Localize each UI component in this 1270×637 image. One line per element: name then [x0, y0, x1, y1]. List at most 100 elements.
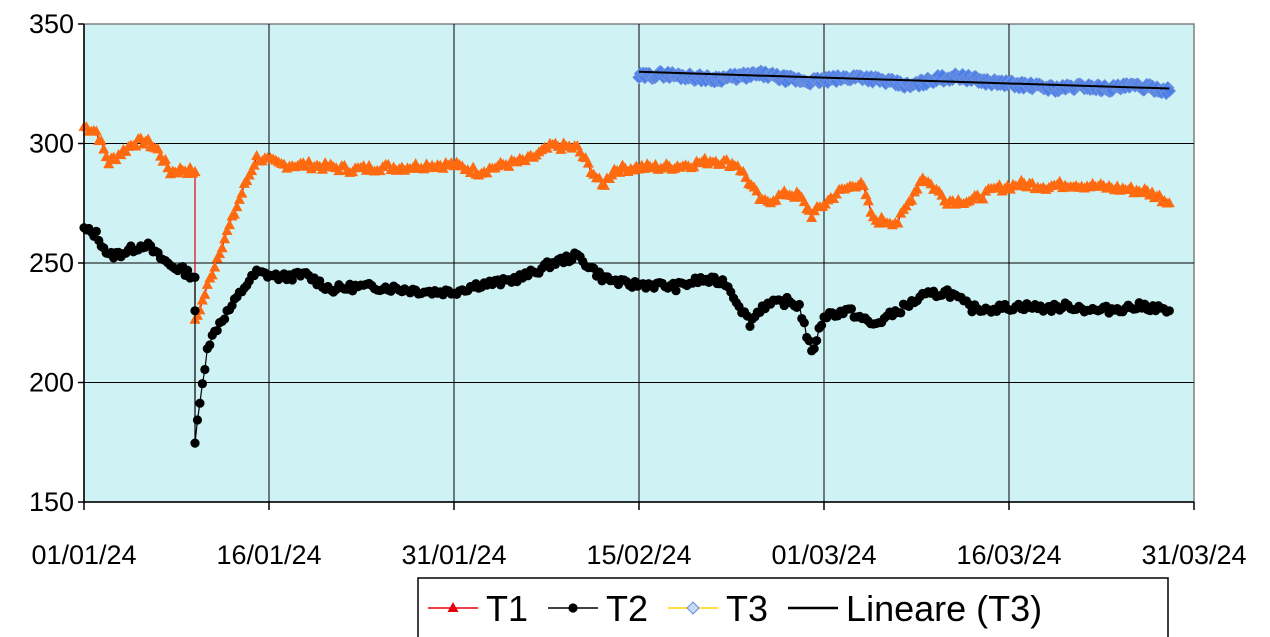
- data-point: [201, 278, 213, 289]
- data-point: [152, 143, 164, 154]
- data-point: [212, 325, 222, 336]
- series-t2: [79, 223, 1174, 448]
- x-tick-label: 01/01/24: [31, 540, 136, 570]
- data-point: [804, 336, 814, 346]
- trendline: [638, 70, 1170, 90]
- data-point: [896, 308, 906, 318]
- data-point: [906, 194, 918, 205]
- data-point: [98, 143, 110, 154]
- legend-item: T3: [668, 588, 768, 629]
- legend-item: Lineare (T3): [788, 588, 1042, 629]
- data-point: [287, 275, 297, 285]
- data-point: [770, 194, 782, 205]
- data-point: [209, 261, 221, 272]
- series-lineare-t3: [638, 70, 1170, 90]
- data-point: [219, 233, 231, 244]
- data-point: [248, 159, 260, 170]
- data-point: [231, 201, 243, 212]
- x-tick-label: 31/01/24: [401, 540, 506, 570]
- data-point: [233, 193, 245, 204]
- y-axis: 150 200 250 300 350: [29, 9, 85, 517]
- data-point: [205, 340, 215, 350]
- data-point: [224, 219, 236, 230]
- data-point: [95, 135, 107, 146]
- data-point: [892, 217, 904, 228]
- legend-label: T3: [726, 588, 768, 629]
- data-point: [197, 379, 207, 389]
- data-point: [216, 242, 228, 253]
- data-point: [190, 306, 200, 316]
- data-point: [303, 155, 315, 166]
- data-point: [103, 158, 115, 169]
- legend-label: Lineare (T3): [846, 588, 1042, 629]
- data-point: [192, 415, 203, 425]
- legend: T1 T2 T3 Lineare (T3): [417, 577, 1169, 637]
- data-point: [598, 179, 610, 190]
- legend-item: T2: [548, 588, 648, 629]
- data-point: [221, 225, 233, 236]
- data-point: [788, 191, 800, 202]
- data-point: [200, 364, 210, 375]
- legend-swatch-marker: [686, 601, 700, 615]
- data-point: [503, 160, 515, 171]
- data-point: [110, 154, 122, 165]
- data-point: [809, 344, 819, 354]
- data-point: [437, 162, 449, 173]
- legend-label: T1: [486, 588, 528, 629]
- data-point: [1013, 180, 1025, 191]
- data-point: [183, 265, 193, 275]
- data-point: [555, 143, 567, 154]
- data-point: [751, 185, 763, 196]
- series-t1: [78, 120, 1175, 324]
- gridlines: [84, 24, 1194, 502]
- data-point: [911, 183, 923, 194]
- data-point: [1164, 306, 1174, 316]
- data-point: [582, 157, 594, 168]
- x-tick-label: 31/03/24: [1141, 540, 1246, 570]
- y-tick-label: 200: [29, 368, 74, 398]
- data-point: [816, 320, 827, 330]
- data-point: [241, 175, 253, 186]
- data-point: [159, 153, 171, 164]
- y-tick-label: 250: [29, 248, 74, 278]
- data-point: [812, 336, 822, 346]
- y-tick-label: 300: [29, 129, 74, 159]
- data-point: [1163, 197, 1175, 208]
- legend-item: T1: [428, 588, 528, 629]
- data-point: [246, 165, 258, 176]
- data-point: [977, 193, 989, 204]
- x-tick-label: 16/01/24: [216, 540, 321, 570]
- data-point: [794, 299, 804, 310]
- data-point: [671, 286, 681, 296]
- data-point: [806, 212, 818, 223]
- data-point: [846, 304, 857, 314]
- data-point: [236, 187, 248, 198]
- x-tick-label: 15/02/24: [586, 540, 691, 570]
- y-tick-label: 350: [29, 9, 74, 39]
- series-layer: [78, 64, 1177, 448]
- data-point: [190, 272, 200, 282]
- data-point: [90, 125, 102, 136]
- data-point: [196, 294, 208, 305]
- data-point: [614, 166, 626, 177]
- y-tick-label: 150: [29, 487, 74, 517]
- data-point: [199, 288, 211, 299]
- x-tick-label: 01/03/24: [771, 540, 876, 570]
- data-point: [142, 133, 154, 144]
- data-point: [91, 226, 101, 236]
- data-point: [206, 269, 218, 280]
- legend-label: T2: [606, 588, 648, 629]
- legend-swatch-marker: [568, 603, 578, 613]
- data-point: [799, 318, 809, 328]
- data-point: [189, 166, 201, 177]
- data-point: [228, 208, 240, 219]
- data-point: [862, 195, 874, 206]
- x-axis: 01/01/24 16/01/24 31/01/24 15/02/24 01/03/24…: [31, 501, 1247, 570]
- data-point: [745, 321, 755, 331]
- data-point: [214, 248, 226, 259]
- data-point: [688, 161, 700, 172]
- data-point: [857, 180, 869, 191]
- data-point: [220, 314, 230, 324]
- legend-swatch-marker: [447, 602, 459, 612]
- data-point: [798, 196, 810, 207]
